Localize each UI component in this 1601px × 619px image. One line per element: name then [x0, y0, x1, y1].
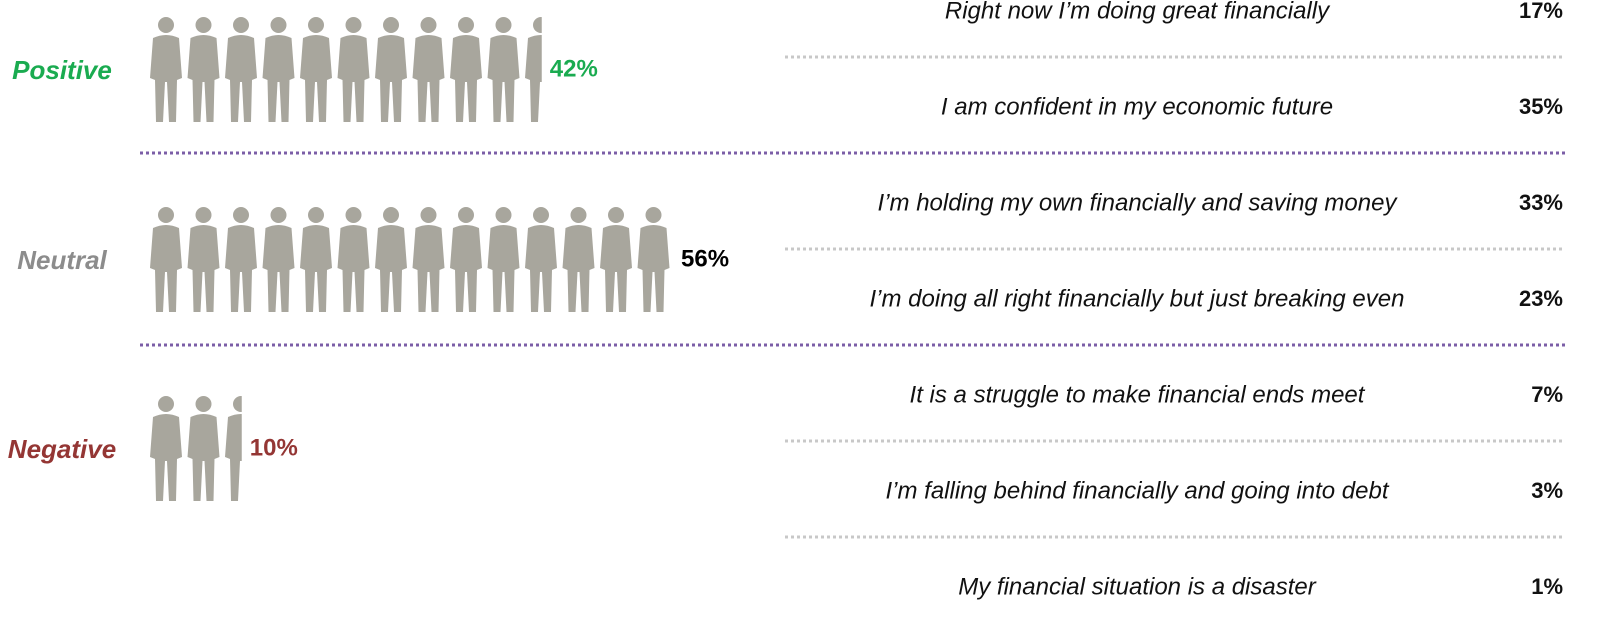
statement: I’m falling behind financially and going…: [885, 477, 1389, 504]
category-label: Neutral: [17, 245, 107, 275]
statement: My financial situation is a disaster: [958, 573, 1317, 600]
pictograph-bar: [148, 393, 242, 503]
category-label: Negative: [8, 434, 116, 464]
value-label: 10%: [250, 434, 298, 461]
statement-value: 3%: [1531, 478, 1563, 503]
value-label: 56%: [681, 245, 729, 272]
statement-value: 23%: [1519, 286, 1563, 311]
pictograph-bar: [148, 204, 673, 314]
statement: I am confident in my economic future: [941, 93, 1333, 120]
statement-value: 17%: [1519, 0, 1563, 23]
value-label: 42%: [550, 55, 598, 82]
pictograph-bar: [148, 14, 542, 124]
statement: I’m holding my own financially and savin…: [878, 189, 1399, 216]
statement-value: 1%: [1531, 574, 1563, 599]
statement-value: 7%: [1531, 382, 1563, 407]
category-label: Positive: [12, 55, 112, 85]
statement: I’m doing all right financially but just…: [870, 285, 1405, 312]
statement: Right now I’m doing great financially: [945, 0, 1331, 24]
statement: It is a struggle to make financial ends …: [910, 381, 1366, 408]
statement-value: 35%: [1519, 94, 1563, 119]
statement-value: 33%: [1519, 190, 1563, 215]
